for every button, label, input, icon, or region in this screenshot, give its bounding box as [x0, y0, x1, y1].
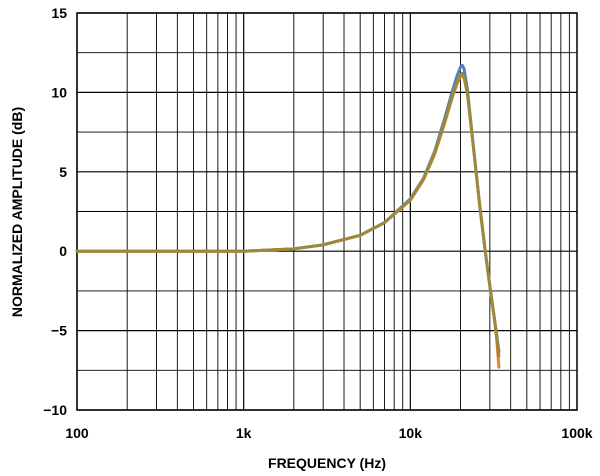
- y-tick-label: 5: [59, 164, 67, 180]
- series-line-2: [75, 73, 501, 369]
- x-tick-label: 100: [65, 425, 89, 441]
- y-axis-title: NORMALIZED AMPLITUDE (dB): [9, 107, 25, 317]
- y-tick-label: −5: [51, 323, 67, 339]
- y-tick-labels: 15 10 5 0 −5 −10: [43, 5, 67, 418]
- y-tick-label: −10: [43, 402, 67, 418]
- x-tick-label: 10k: [399, 425, 423, 441]
- x-tick-labels: 100 1k 10k 100k: [65, 425, 592, 441]
- plot-frame: [76, 12, 578, 411]
- series-layer: [75, 63, 501, 369]
- y-tick-label: 0: [59, 243, 67, 259]
- x-axis-title: FREQUENCY (Hz): [268, 455, 386, 471]
- y-tick-label: 15: [51, 5, 67, 21]
- x-tick-label: 100k: [561, 425, 592, 441]
- series-line-1: [75, 63, 501, 353]
- minor-gridlines: [77, 13, 577, 410]
- x-tick-label: 1k: [236, 425, 252, 441]
- y-tick-label: 10: [51, 84, 67, 100]
- series-line-3: [75, 71, 501, 358]
